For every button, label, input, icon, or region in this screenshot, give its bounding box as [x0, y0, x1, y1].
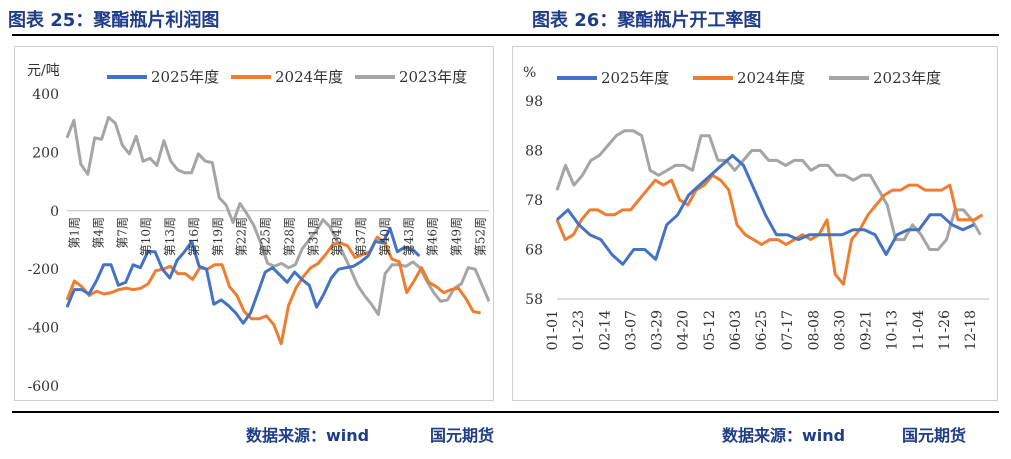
x-tick-label: 11-26	[937, 310, 953, 350]
x-tick-label: 第16周	[187, 217, 201, 256]
x-tick-label: 03-29	[650, 310, 666, 350]
x-tick-label: 12-18	[963, 310, 979, 350]
x-tick-label: 06-03	[728, 310, 744, 350]
brand-left: 国元期货	[430, 426, 495, 445]
y-tick-label: 400	[32, 87, 59, 103]
x-tick-label: 第13周	[163, 217, 177, 256]
series-line-2024年度	[65, 235, 481, 346]
y-tick-label: 88	[525, 144, 543, 160]
y-tick-label: 58	[525, 292, 543, 308]
y-axis-unit: %	[523, 65, 536, 81]
series-line-2025年度	[555, 154, 975, 266]
legend-label: 2025年度	[151, 68, 219, 86]
x-tick-label: 08-30	[832, 310, 848, 350]
x-tick-label: 第22周	[235, 217, 249, 256]
legend-label: 2025年度	[601, 69, 669, 87]
series-line-2023年度	[555, 129, 982, 251]
x-tick-label: 第49周	[450, 217, 464, 256]
x-tick-label: 04-20	[676, 310, 692, 350]
y-tick-label: 0	[50, 204, 59, 220]
bottom-divider	[12, 411, 999, 413]
x-tick-label: 第28周	[282, 217, 296, 256]
y-tick-label: -200	[28, 262, 59, 278]
legend-label: 2024年度	[737, 69, 805, 87]
y-tick-label: 68	[525, 243, 543, 259]
x-tick-label: 05-12	[702, 310, 718, 350]
top-divider	[12, 34, 999, 36]
x-tick-label: 第4周	[91, 217, 105, 249]
profit-chart-panel: 400 200 0 -200 -400 -600 元/吨 第1周 第4周 第7周 第10周 第13周第…	[14, 46, 494, 401]
profit-chart: 4002000-200-400-600元/吨第1周 第4周 第7周 第10周 第13周第…	[27, 63, 491, 395]
series-line-2023年度	[65, 115, 491, 316]
brand-right: 国元期货	[902, 426, 967, 445]
x-tick-label: 06-25	[754, 310, 770, 350]
x-tick-label: 08-08	[806, 310, 822, 350]
source-note-left: 数据来源：wind	[246, 426, 370, 445]
x-tick-label: 07-17	[780, 310, 796, 350]
x-tick-label: 第10周	[139, 217, 153, 256]
legend-label: 2023年度	[873, 69, 941, 87]
source-note-right: 数据来源：wind	[722, 426, 846, 445]
x-tick-label: 第25周	[259, 217, 273, 256]
legend-label: 2024年度	[275, 68, 343, 86]
x-tick-label: 第37周	[354, 217, 368, 256]
x-tick-label: 10-13	[885, 310, 901, 350]
y-tick-label: 98	[525, 94, 543, 110]
x-tick-label: 第1周	[68, 217, 82, 249]
y-axis-unit: 元/吨	[27, 63, 60, 79]
x-tick-label: 01-23	[571, 310, 587, 350]
y-tick-label: -600	[28, 379, 59, 395]
x-tick-label: 第34周	[330, 217, 344, 256]
chart-title-profit: 图表 25：聚酯瓶片利润图	[8, 10, 220, 31]
y-tick-label: -400	[28, 321, 59, 337]
y-tick-label: 78	[525, 193, 543, 209]
x-tick-label: 11-04	[911, 310, 927, 350]
utilization-chart: 98 88 78 68 58% 01-01 01-23 02-14 03-07 03-29 04-2…	[523, 65, 989, 350]
x-tick-label: 09-21	[859, 310, 875, 350]
x-tick-label: 第19周	[211, 217, 225, 256]
x-tick-label: 第7周	[115, 217, 129, 249]
x-tick-label: 第31周	[306, 217, 320, 256]
y-tick-label: 200	[32, 145, 59, 161]
legend-label: 2023年度	[399, 68, 467, 86]
x-tick-label: 03-07	[623, 310, 639, 350]
x-tick-label: 第40周	[378, 217, 392, 256]
x-tick-label: 第52周	[474, 217, 488, 256]
x-tick-label: 02-14	[597, 310, 613, 350]
utilization-chart-panel: 98 88 78 68 58% 01-01 01-23 02-14 03-07 03-29 04-2…	[512, 46, 998, 401]
x-tick-label: 第46周	[426, 217, 440, 256]
chart-title-utilization: 图表 26：聚酯瓶片开工率图	[532, 10, 762, 31]
x-tick-label: 第43周	[402, 217, 416, 256]
series-line-2025年度	[65, 226, 421, 325]
series-line-2024年度	[555, 173, 984, 286]
x-tick-label: 01-01	[545, 310, 561, 350]
